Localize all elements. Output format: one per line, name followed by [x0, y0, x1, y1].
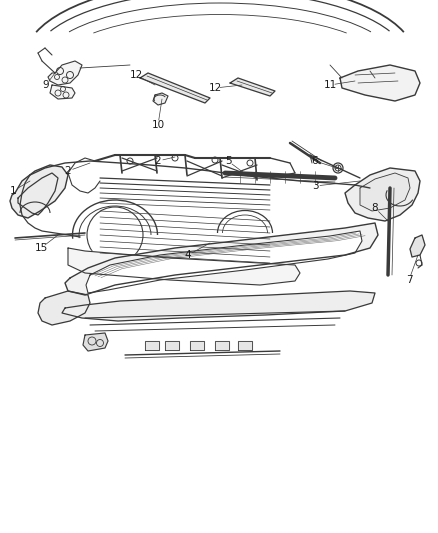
- Polygon shape: [62, 291, 375, 321]
- Text: 7: 7: [406, 275, 412, 285]
- Text: 3: 3: [312, 181, 318, 191]
- Text: 2: 2: [155, 156, 161, 166]
- Text: 1: 1: [10, 186, 16, 196]
- Text: 9: 9: [42, 80, 49, 90]
- Polygon shape: [215, 341, 229, 350]
- Polygon shape: [360, 173, 410, 211]
- Text: 12: 12: [129, 70, 143, 80]
- Polygon shape: [165, 341, 179, 350]
- Polygon shape: [86, 231, 362, 293]
- Text: 15: 15: [34, 243, 48, 253]
- Polygon shape: [230, 78, 275, 96]
- Text: 5: 5: [225, 156, 231, 166]
- Text: 11: 11: [323, 80, 337, 90]
- Text: 8: 8: [372, 203, 378, 213]
- Polygon shape: [83, 333, 108, 351]
- Text: 4: 4: [185, 250, 191, 260]
- Polygon shape: [340, 65, 420, 101]
- Text: 6: 6: [312, 156, 318, 166]
- Polygon shape: [145, 341, 159, 350]
- Polygon shape: [153, 93, 168, 105]
- Polygon shape: [190, 341, 204, 350]
- Polygon shape: [345, 168, 420, 221]
- Text: 12: 12: [208, 83, 222, 93]
- Polygon shape: [38, 291, 90, 325]
- Polygon shape: [410, 235, 425, 257]
- Polygon shape: [48, 61, 82, 85]
- Text: 2: 2: [65, 166, 71, 176]
- Polygon shape: [10, 165, 68, 218]
- Polygon shape: [140, 73, 210, 103]
- Polygon shape: [18, 173, 58, 215]
- Text: 10: 10: [152, 120, 165, 130]
- Polygon shape: [65, 223, 378, 295]
- Polygon shape: [50, 85, 75, 99]
- Polygon shape: [68, 248, 300, 285]
- Polygon shape: [238, 341, 252, 350]
